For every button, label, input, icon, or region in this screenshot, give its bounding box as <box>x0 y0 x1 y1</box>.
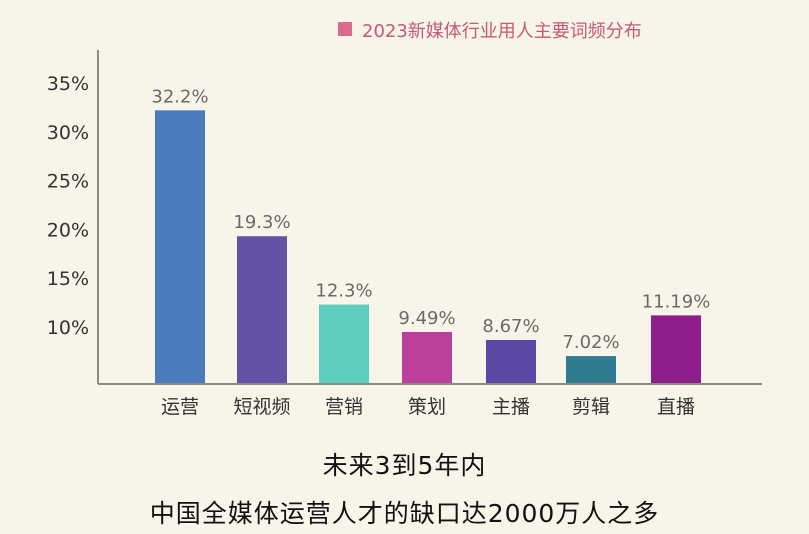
bar-value-label: 11.19% <box>642 291 711 312</box>
y-tick-label: 35% <box>47 73 89 95</box>
x-tick-label: 运营 <box>161 396 199 418</box>
bar-value-label: 32.2% <box>151 86 208 107</box>
bar-value-label: 8.67% <box>482 316 539 337</box>
bar <box>402 331 452 383</box>
x-tick-labels: 运营 短视频 营销 策划 主播 剪辑 直播 <box>161 396 695 418</box>
y-tick-label: 30% <box>47 122 89 144</box>
caption-line-2: 中国全媒体运营人才的缺口达2000万人之多 <box>149 499 660 528</box>
legend: 2023新媒体行业用人主要词频分布 <box>338 21 642 42</box>
bar <box>486 339 536 383</box>
bar <box>566 356 616 383</box>
x-tick-label: 主播 <box>492 396 530 418</box>
bar-value-label: 9.49% <box>398 308 455 329</box>
bars <box>155 110 701 383</box>
bar <box>319 304 369 383</box>
bar <box>237 236 287 383</box>
bar-value-label: 12.3% <box>315 281 372 302</box>
bar-chart: 2023新媒体行业用人主要词频分布 10% 15% 20% 25% 30% 35% 32.… <box>47 21 762 418</box>
legend-swatch <box>338 22 352 36</box>
x-tick-label: 直播 <box>657 396 695 418</box>
x-tick-label: 剪辑 <box>572 396 610 418</box>
y-tick-label: 20% <box>47 219 89 241</box>
bar-value-label: 7.02% <box>562 332 619 353</box>
caption-line-1: 未来3到5年内 <box>322 451 487 480</box>
bar <box>155 110 205 383</box>
x-tick-label: 营销 <box>325 396 363 418</box>
bar <box>651 315 701 383</box>
y-tick-label: 15% <box>47 268 89 290</box>
value-labels: 32.2% 19.3% 12.3% 9.49% 8.67% 7.02% 11.19% <box>151 86 710 353</box>
y-tick-labels: 10% 15% 20% 25% 30% 35% <box>47 73 89 339</box>
y-tick-label: 25% <box>47 171 89 193</box>
x-tick-label: 短视频 <box>233 396 290 418</box>
legend-label: 2023新媒体行业用人主要词频分布 <box>362 21 642 42</box>
axes <box>97 50 762 385</box>
bar-value-label: 19.3% <box>233 212 290 233</box>
y-tick-label: 10% <box>47 317 89 339</box>
x-tick-label: 策划 <box>408 396 446 418</box>
